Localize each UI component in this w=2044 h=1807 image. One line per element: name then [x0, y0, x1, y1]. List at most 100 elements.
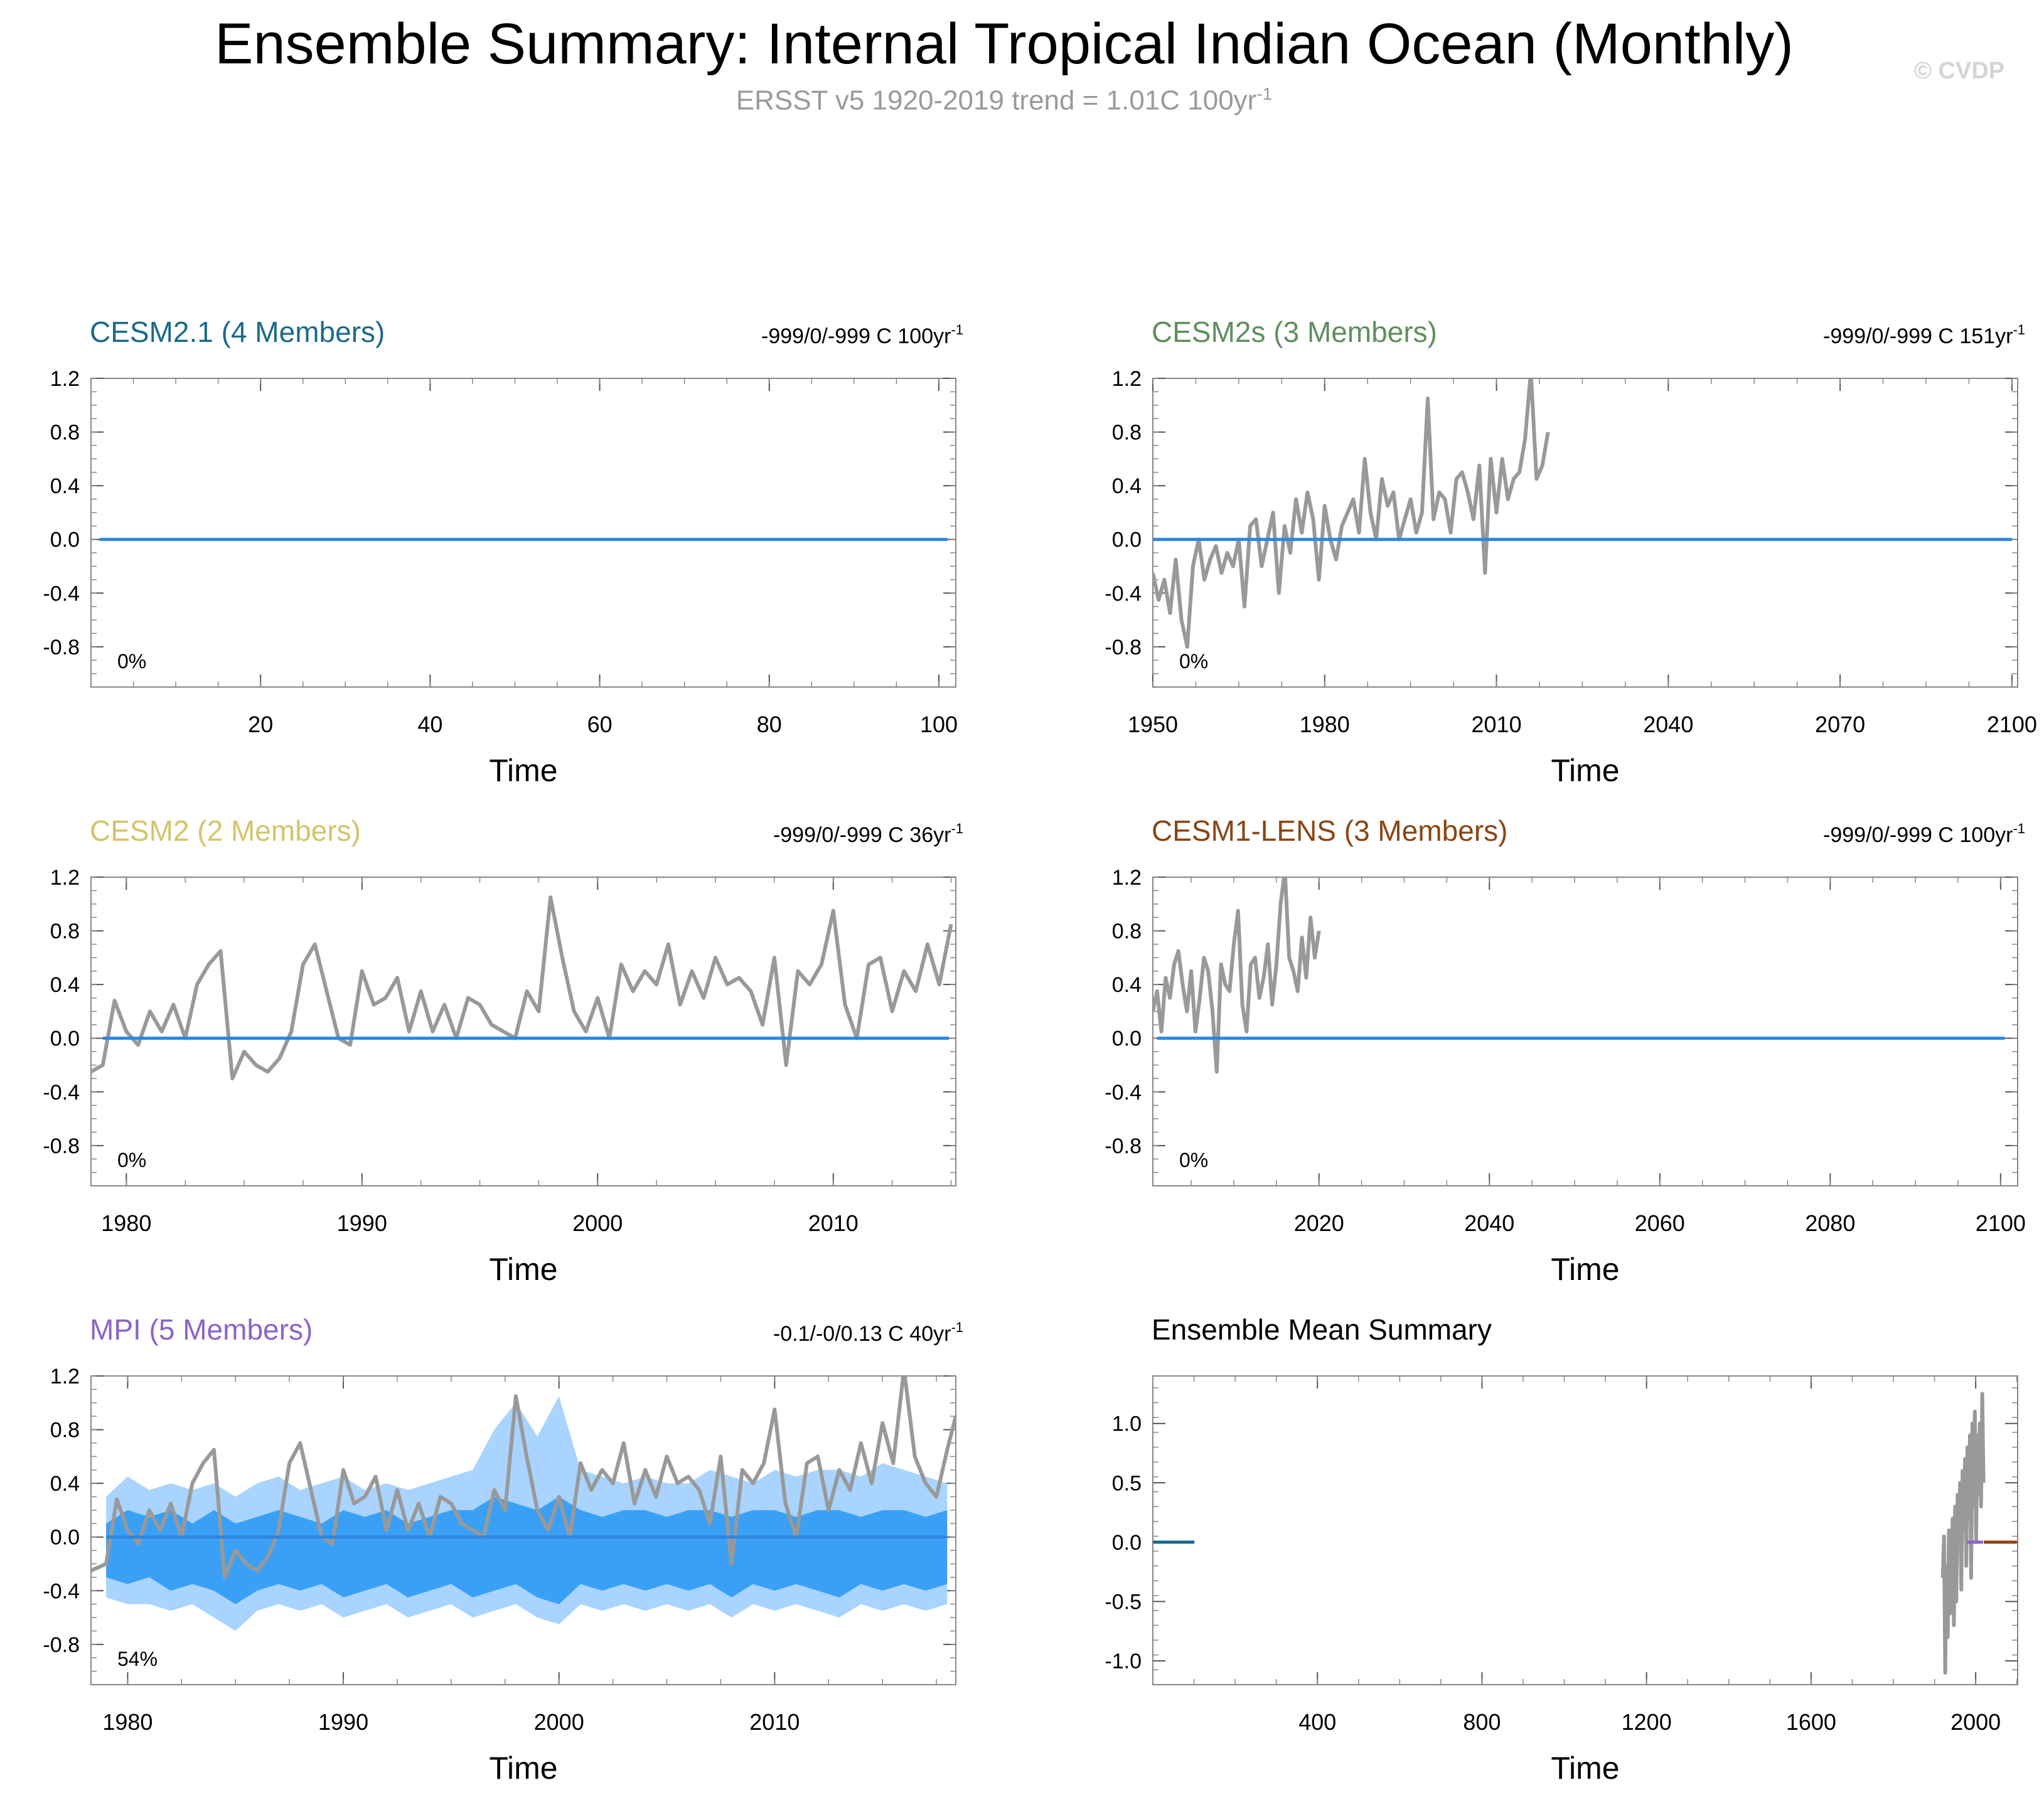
x-tick-label: 1200: [1622, 1709, 1672, 1735]
y-tick-label: 0.0: [1112, 1531, 1142, 1555]
x-tick-label: 400: [1298, 1709, 1336, 1735]
x-tick-label: 2100: [1976, 1210, 2026, 1236]
chart-panel-p6: Ensemble Mean Summary 1.0 0.5 0.0 -0.5 -1.0 40…: [1105, 1313, 2018, 1786]
panel-title: CESM2 (2 Members): [90, 814, 361, 847]
y-tick-label: 0.0: [50, 1027, 80, 1051]
chart-panel-p3: CESM2 (2 Members) -999/0/-999 C 36yr-1 1.2…: [43, 814, 963, 1287]
y-tick-label: -0.8: [43, 1633, 80, 1657]
trend-label: -0.1/-0/0.13 C 40yr-1: [773, 1319, 963, 1346]
panel-title: MPI (5 Members): [90, 1313, 313, 1346]
y-tick-label: -0.4: [1105, 1080, 1142, 1104]
x-axis-label: Time: [1551, 753, 1619, 788]
trend-text: -0.1/-0/0.13 C 40yr: [773, 1322, 951, 1346]
x-tick-label: 2010: [808, 1210, 859, 1236]
x-tick-label: 2020: [1294, 1210, 1344, 1236]
y-tick-label: 0.8: [50, 421, 80, 445]
trend-label: -999/0/-999 C 100yr-1: [761, 322, 963, 348]
plot-frame: [1152, 378, 2018, 688]
subtitle-superscript: -1: [1256, 84, 1273, 104]
plot-frame: [1152, 1375, 2018, 1685]
page-title: Ensemble Summary: Internal Tropical Indi…: [215, 12, 1794, 76]
chart-panel-p4: CESM1-LENS (3 Members) -999/0/-999 C 100y…: [1105, 814, 2025, 1287]
y-tick-label: 0.0: [1112, 528, 1142, 552]
percent-label: 0%: [117, 1149, 146, 1171]
y-tick-label: 1.2: [50, 367, 80, 391]
x-tick-label: 60: [587, 712, 613, 737]
trend-label: -999/0/-999 C 100yr-1: [1823, 821, 2025, 847]
trend-text: -999/0/-999 C 36yr: [773, 823, 951, 847]
series-observations: [1940, 1392, 1986, 1675]
x-tick-label: 2040: [1643, 712, 1693, 737]
y-tick-label: 0.8: [50, 920, 80, 944]
trend-text: -999/0/-999 C 100yr: [761, 324, 951, 348]
y-tick-label: 0.0: [1112, 1027, 1142, 1051]
y-tick-label: -0.5: [1105, 1591, 1142, 1614]
y-tick-label: -0.8: [1105, 636, 1142, 659]
trend-superscript: -1: [951, 1319, 963, 1335]
panel-title: CESM2.1 (4 Members): [90, 316, 385, 348]
series-observations: [91, 1376, 956, 1579]
x-tick-label: 2070: [1815, 712, 1865, 737]
panel-title: Ensemble Mean Summary: [1152, 1313, 1492, 1346]
trend-superscript: -1: [951, 322, 963, 338]
copyright-watermark: © CVDP: [1914, 58, 2005, 84]
plot-area: [1153, 1392, 2017, 1675]
x-tick-label: 2000: [534, 1709, 584, 1735]
page-subtitle: ERSST v5 1920-2019 trend = 1.01C 100yr-1: [0, 84, 2008, 117]
trend-label: -999/0/-999 C 151yr-1: [1823, 322, 2025, 348]
y-tick-label: 0.8: [1112, 421, 1142, 445]
chart-panel-p1: CESM2.1 (4 Members) -999/0/-999 C 100yr-1…: [43, 316, 963, 788]
plot-area: [1153, 378, 2012, 649]
trend-text: -999/0/-999 C 151yr: [1823, 324, 2013, 348]
x-tick-label: 1950: [1128, 712, 1178, 737]
y-tick-label: 0.5: [1112, 1471, 1142, 1495]
y-tick-label: 1.2: [1112, 367, 1142, 391]
x-tick-label: 2010: [749, 1709, 800, 1735]
y-tick-label: 1.2: [1112, 866, 1142, 890]
x-tick-label: 2000: [1950, 1709, 2001, 1735]
x-tick-label: 1990: [337, 1210, 387, 1236]
x-tick-label: 100: [920, 712, 958, 737]
x-tick-label: 2000: [572, 1210, 623, 1236]
x-axis-label: Time: [1551, 1751, 1619, 1786]
y-tick-label: -0.4: [43, 582, 80, 605]
plot-frame: [1152, 877, 2018, 1186]
x-tick-label: 1990: [318, 1709, 368, 1735]
y-tick-label: -0.8: [43, 1134, 80, 1158]
panel-title: CESM2s (3 Members): [1152, 316, 1437, 348]
x-axis-label: Time: [1551, 1252, 1619, 1287]
plot-area: [91, 895, 953, 1080]
x-tick-label: 2060: [1635, 1210, 1685, 1236]
trend-superscript: -1: [2013, 821, 2025, 836]
trend-label: -999/0/-999 C 36yr-1: [773, 821, 963, 847]
percent-label: 54%: [117, 1648, 158, 1670]
y-tick-label: 1.2: [50, 866, 80, 890]
series-observations: [91, 895, 953, 1080]
y-tick-label: 0.4: [50, 973, 80, 997]
subtitle-text: ERSST v5 1920-2019 trend = 1.01C 100yr: [736, 85, 1257, 116]
series-observations: [1153, 378, 1550, 649]
x-tick-label: 2100: [1987, 712, 2037, 737]
trend-text: -999/0/-999 C 100yr: [1823, 823, 2013, 847]
trend-superscript: -1: [951, 821, 963, 836]
x-tick-label: 1600: [1786, 1709, 1836, 1735]
trend-superscript: -1: [2013, 322, 2025, 338]
y-tick-label: 0.0: [50, 528, 80, 552]
y-tick-label: 0.4: [50, 474, 80, 498]
y-tick-label: 0.4: [1112, 474, 1142, 498]
x-tick-label: 1980: [101, 1210, 151, 1236]
x-tick-label: 800: [1463, 1709, 1501, 1735]
x-tick-label: 2010: [1472, 712, 1522, 737]
x-axis-label: Time: [489, 1751, 557, 1786]
y-tick-label: -0.4: [1105, 582, 1142, 605]
x-tick-label: 1980: [102, 1709, 152, 1735]
y-tick-label: -0.4: [43, 1579, 80, 1603]
percent-label: 0%: [1179, 1149, 1208, 1171]
percent-label: 0%: [1179, 650, 1208, 673]
x-tick-label: 40: [417, 712, 442, 737]
plot-area: [1153, 877, 2005, 1074]
y-tick-label: 0.8: [50, 1419, 80, 1442]
plot-area: [91, 1376, 956, 1631]
x-tick-label: 20: [248, 712, 273, 737]
